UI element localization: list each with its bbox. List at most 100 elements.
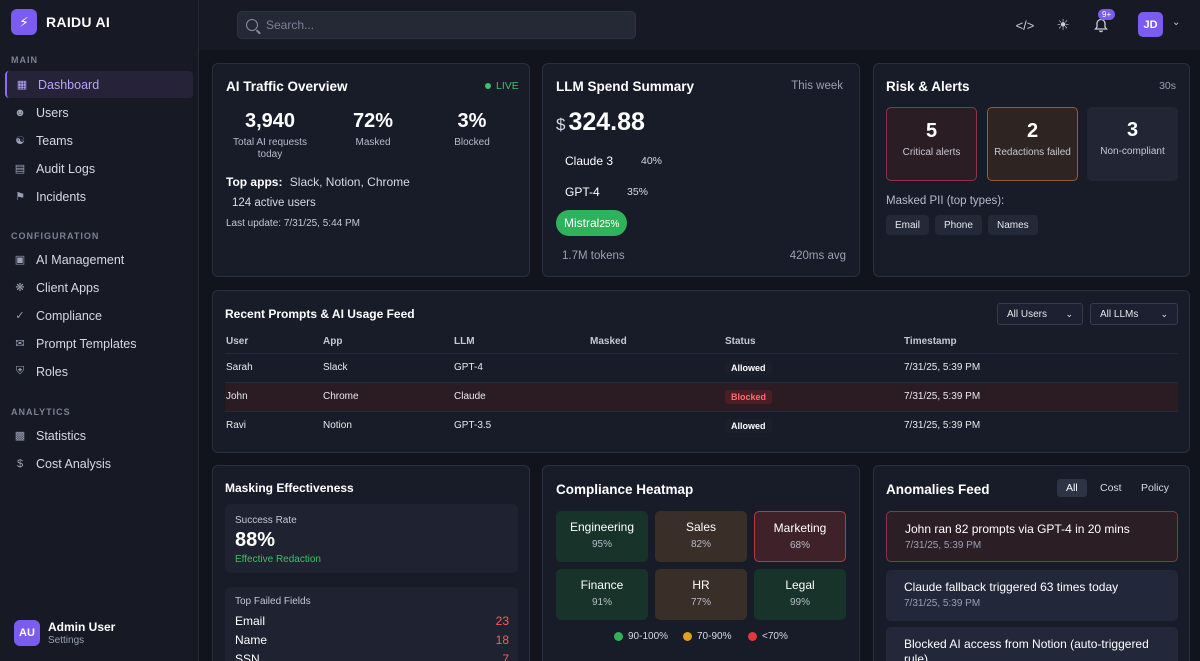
sidebar-item-dashboard[interactable]: ▦ Dashboard	[5, 71, 193, 98]
bell-icon[interactable]	[1091, 15, 1111, 35]
chevron-down-icon[interactable]: ⌄	[1172, 17, 1181, 28]
filter-policy-button[interactable]: Policy	[1141, 482, 1170, 494]
sidebar-item-users[interactable]: ☻ Users	[5, 99, 193, 126]
table-row[interactable]: John Chrome Claude Blocked 7/31/25, 5:39…	[225, 382, 1178, 411]
sidebar-item-cost-analysis[interactable]: $ Cost Analysis	[5, 450, 193, 477]
llms-filter-select[interactable]: All LLMs ⌄	[1090, 303, 1178, 325]
card-title: Anomalies Feed	[886, 482, 990, 497]
cell-user: Sarah	[226, 362, 253, 373]
sidebar-item-incidents[interactable]: ⚑ Incidents	[5, 183, 193, 210]
file-icon: ▤	[14, 163, 26, 175]
token-count: 1.7M tokens	[562, 250, 625, 262]
heatmap-cell-hr[interactable]: HR 77%	[655, 569, 747, 620]
heatmap-name: Finance	[580, 578, 624, 592]
risk-value: 3	[1126, 119, 1139, 141]
legend-item: <70%	[748, 631, 788, 642]
anomaly-item[interactable]: John ran 82 prompts via GPT-4 in 20 mins…	[886, 511, 1178, 562]
live-indicator: LIVE	[485, 80, 519, 92]
field-name: Email	[235, 614, 266, 628]
legend-label: 90-100%	[628, 631, 669, 642]
filter-cost-button[interactable]: Cost	[1100, 482, 1122, 494]
sidebar-item-ai-management[interactable]: ▣ AI Management	[5, 246, 193, 273]
heatmap-cell-finance[interactable]: Finance 91%	[556, 569, 648, 620]
avatar[interactable]: JD	[1138, 12, 1163, 37]
top-apps-label: Top apps:	[226, 175, 283, 189]
risk-label: Redactions failed	[994, 147, 1071, 158]
anomaly-item[interactable]: Blocked AI access from Notion (auto-trig…	[886, 627, 1178, 661]
card-title: AI Traffic Overview	[226, 79, 348, 94]
stat-total: 3,940 Total AI requests today	[227, 110, 313, 161]
sidebar-user[interactable]: AU Admin User Settings	[14, 620, 115, 646]
amount-value: 324.88	[568, 108, 645, 136]
flag-icon: ⚑	[15, 191, 25, 203]
table-row[interactable]: Sarah Slack GPT-4 Allowed 7/31/25, 5:39 …	[225, 353, 1178, 382]
brand[interactable]: ⚡ RAIDU AI	[11, 9, 110, 35]
failed-field-row: Name 18	[235, 633, 509, 647]
grid-icon: ▦	[16, 79, 28, 91]
settings-link[interactable]: Settings	[48, 635, 85, 646]
heatmap-cell-marketing[interactable]: Marketing 68%	[754, 511, 846, 562]
sidebar-item-roles[interactable]: ⛨ Roles	[5, 358, 193, 385]
cell-llm: GPT-4	[454, 362, 483, 373]
pii-label: Masked PII (top types):	[886, 195, 1005, 207]
non-compliant-box[interactable]: 3 Non-compliant	[1087, 107, 1178, 181]
sidebar-item-label: AI Management	[36, 252, 125, 267]
sidebar-item-label: Statistics	[36, 428, 87, 443]
currency-symbol: $	[556, 115, 566, 134]
active-users: 124 active users	[232, 197, 316, 209]
sidebar-item-prompt-templates[interactable]: ✉ Prompt Templates	[5, 330, 193, 357]
filter-all-button[interactable]: All	[1057, 479, 1087, 497]
heatmap-cell-legal[interactable]: Legal 99%	[754, 569, 846, 620]
heatmap-cell-sales[interactable]: Sales 82%	[655, 511, 747, 562]
users-filter-select[interactable]: All Users ⌄	[997, 303, 1083, 325]
sidebar: ⚡ RAIDU AI MAIN ▦ Dashboard ☻ Users ☯ Te…	[0, 0, 199, 661]
card-title: Risk & Alerts	[886, 79, 970, 94]
sidebar-item-label: Roles	[36, 364, 68, 379]
column-header[interactable]: Masked	[590, 336, 627, 347]
sidebar-item-audit-logs[interactable]: ▤ Audit Logs	[5, 155, 193, 182]
column-header[interactable]: Status	[725, 336, 756, 347]
spend-card: LLM Spend Summary This week $ 324.88 Cla…	[542, 63, 860, 277]
anomaly-item[interactable]: Claude fallback triggered 63 times today…	[886, 570, 1178, 621]
stat-value: 72%	[352, 110, 394, 132]
card-title: Recent Prompts & AI Usage Feed	[225, 307, 415, 321]
sidebar-item-client-apps[interactable]: ❋ Client Apps	[5, 274, 193, 301]
redactions-failed-box[interactable]: 2 Redactions failed	[987, 107, 1078, 181]
risk-label: Critical alerts	[902, 147, 961, 158]
sun-icon[interactable]: ☀	[1056, 17, 1070, 34]
heatmap-value: 77%	[690, 597, 711, 608]
stat-label: Masked	[355, 137, 391, 148]
code-icon[interactable]: </>	[1015, 17, 1035, 33]
column-header[interactable]: App	[323, 336, 343, 347]
column-header[interactable]: Timestamp	[904, 336, 957, 347]
failed-title: Top Failed Fields	[235, 596, 311, 607]
search-input[interactable]	[266, 18, 606, 32]
field-count: 18	[495, 633, 509, 647]
select-value: All LLMs	[1100, 308, 1139, 320]
sidebar-item-label: Compliance	[36, 308, 103, 323]
pii-chip: Phone	[935, 215, 982, 235]
sidebar-item-label: Teams	[36, 133, 73, 148]
cell-app: Chrome	[323, 391, 359, 402]
shield-icon: ⛨	[15, 365, 25, 377]
stat-masked: 72% Masked	[333, 110, 413, 149]
spend-period: This week	[791, 80, 843, 92]
status-badge: Allowed	[725, 419, 772, 433]
table-row[interactable]: Ravi Notion GPT-3.5 Allowed 7/31/25, 5:3…	[225, 411, 1178, 440]
sidebar-item-compliance[interactable]: ✓ Compliance	[5, 302, 193, 329]
sidebar-item-teams[interactable]: ☯ Teams	[5, 127, 193, 154]
heatmap-cell-engineering[interactable]: Engineering 95%	[556, 511, 648, 562]
critical-alerts-box[interactable]: 5 Critical alerts	[886, 107, 977, 181]
chevron-down-icon: ⌄	[1160, 308, 1168, 319]
column-header[interactable]: LLM	[454, 336, 475, 347]
sidebar-item-label: Audit Logs	[36, 161, 96, 176]
legend-item: 90-100%	[614, 631, 668, 642]
top-apps: Top apps: Slack, Notion, Chrome	[226, 175, 410, 189]
sidebar-item-statistics[interactable]: ▩ Statistics	[5, 422, 193, 449]
cell-timestamp: 7/31/25, 5:39 PM	[904, 362, 981, 373]
field-name: SSN	[235, 652, 260, 661]
cell-user: John	[226, 391, 248, 402]
heatmap-name: Engineering	[569, 520, 635, 534]
sidebar-item-label: Cost Analysis	[36, 456, 112, 471]
column-header[interactable]: User	[226, 336, 249, 347]
